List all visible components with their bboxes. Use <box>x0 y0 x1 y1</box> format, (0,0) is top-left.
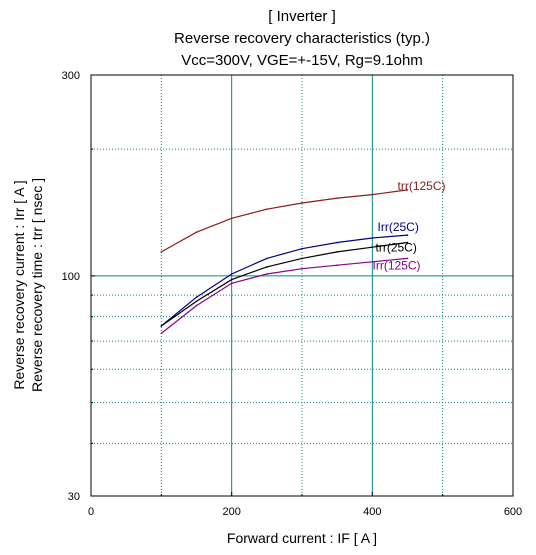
x-axis-label: Forward current : IF [ A ] <box>227 530 377 546</box>
chart-title-line-3: Vcc=300V, VGE=+-15V, Rg=9.1ohm <box>181 52 423 69</box>
data-point-trr-25c <box>371 246 374 248</box>
data-point-trr-25c <box>301 257 303 260</box>
data-point-trr-125c <box>301 202 303 204</box>
series-lines <box>160 189 409 335</box>
data-point-trr-125c <box>336 197 338 199</box>
grid-lines <box>91 75 513 496</box>
x-tick-label: 0 <box>88 506 94 518</box>
data-point-irr-25c <box>195 296 198 298</box>
data-point-irr-125c <box>406 257 409 260</box>
data-point-irr-125c <box>301 267 303 270</box>
data-point-irr-25c <box>336 241 338 244</box>
data-point-trr-125c <box>195 231 198 233</box>
data-point-irr-25c <box>301 247 303 250</box>
series-label-irr-125c: Irr(125C) <box>373 258 421 272</box>
series-label-trr-125c: trr(125C) <box>398 179 446 193</box>
data-point-irr-25c <box>230 273 233 275</box>
series-line-irr-25c <box>160 234 408 327</box>
data-point-irr-125c <box>266 273 268 275</box>
data-point-trr-125c <box>406 189 409 191</box>
y-axis-label-line-1: Reverse recovery current : Irr [ A ] <box>11 180 27 389</box>
series-labels: trr(125C) Irr(25C) trr(25C) Irr(125C) <box>373 179 446 273</box>
data-point-trr-25c <box>160 325 163 327</box>
chart-title: [ Inverter ] Reverse recovery characteri… <box>174 8 430 69</box>
data-point-trr-25c <box>336 251 338 253</box>
series-label-irr-25c: Irr(25C) <box>378 220 419 234</box>
data-point-trr-125c <box>230 217 233 220</box>
data-point-irr-25c <box>266 257 268 260</box>
series-line-irr-125c <box>160 257 408 334</box>
data-point-trr-125c <box>371 193 374 196</box>
series-label-trr-25c: trr(25C) <box>376 241 417 255</box>
data-point-trr-125c <box>266 208 268 210</box>
data-point-trr-125c <box>160 251 163 253</box>
x-tick-label: 200 <box>222 506 240 518</box>
data-point-trr-25c <box>406 241 409 244</box>
series-line-trr-125c <box>161 189 408 253</box>
chart-title-line-1: [ Inverter ] <box>268 8 336 25</box>
data-point-irr-125c <box>195 304 198 307</box>
chart-title-line-2: Reverse recovery characteristics (typ.) <box>174 30 430 47</box>
y-tick-label: 300 <box>62 70 80 82</box>
data-point-irr-25c <box>371 237 374 239</box>
data-point-trr-25c <box>266 266 268 268</box>
data-point-irr-125c <box>230 282 233 285</box>
data-point-trr-25c <box>230 278 233 281</box>
data-point-irr-125c <box>371 260 374 263</box>
x-tick-label: 600 <box>504 506 522 518</box>
y-tick-label: 30 <box>68 491 80 503</box>
axis-ticks: 0 200 400 600 30 100 300 <box>62 70 523 518</box>
data-point-trr-25c <box>195 300 198 303</box>
x-tick-label: 400 <box>363 506 381 518</box>
y-axis-label-line-2: Reverse recovery time : trr [ nsec ] <box>29 178 45 392</box>
data-point-irr-25c <box>406 234 409 236</box>
data-point-irr-125c <box>336 264 338 267</box>
data-point-irr-125c <box>160 332 163 335</box>
y-tick-label: 100 <box>62 271 80 283</box>
series-line-trr-25c <box>160 241 408 327</box>
